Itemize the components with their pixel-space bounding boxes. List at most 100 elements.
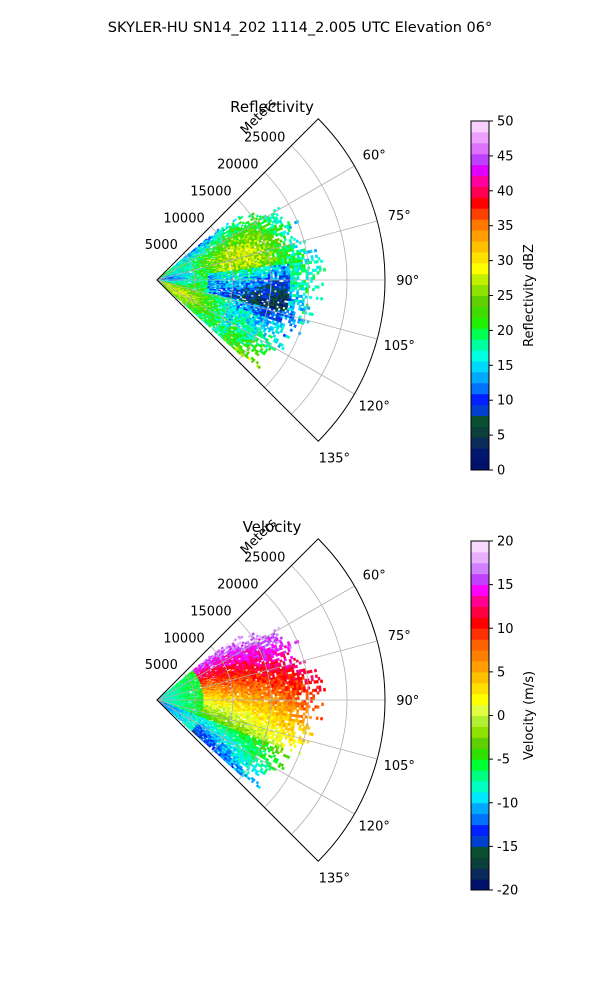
data-cell xyxy=(314,268,318,272)
data-cell xyxy=(185,283,189,286)
data-cell xyxy=(267,275,271,279)
figure-title: SKYLER-HU SN14_202 1114_2.005 UTC Elevat… xyxy=(108,20,492,36)
data-cell xyxy=(191,272,195,275)
data-cell xyxy=(178,278,182,280)
data-cell xyxy=(287,268,291,272)
data-cell xyxy=(236,276,240,279)
data-cell xyxy=(301,256,305,260)
data-cell xyxy=(296,282,300,286)
data-cell xyxy=(276,237,280,242)
colorbar-segment xyxy=(471,426,489,438)
data-cell xyxy=(187,284,191,286)
data-cell xyxy=(279,281,282,285)
data-cell xyxy=(281,346,285,351)
data-cell xyxy=(256,284,260,288)
azimuth-tick-label: 135° xyxy=(319,451,350,466)
colorbar-segment xyxy=(471,339,489,351)
data-cell xyxy=(181,278,184,280)
data-cell xyxy=(289,284,293,288)
data-cell xyxy=(288,225,293,230)
data-cell xyxy=(256,274,260,277)
data-cell xyxy=(183,276,187,278)
colorbar-tick-label: 10 xyxy=(497,394,514,409)
colorbar-segment xyxy=(471,164,489,177)
colorbar-segment xyxy=(471,230,489,242)
colorbar-segment xyxy=(471,360,489,373)
data-cell xyxy=(241,284,244,287)
radial-tick-label: 15000 xyxy=(190,184,231,199)
data-cell xyxy=(303,287,306,291)
data-cell xyxy=(189,282,193,284)
data-cell xyxy=(287,275,291,278)
data-cell xyxy=(196,273,200,276)
data-cell xyxy=(276,269,280,272)
data-cell xyxy=(278,319,282,323)
panel-title: Reflectivity xyxy=(230,98,314,116)
data-cell xyxy=(240,644,244,648)
data-cell xyxy=(263,274,267,277)
data-cell xyxy=(305,284,309,289)
data-cell xyxy=(189,272,193,275)
data-cell xyxy=(255,214,260,218)
data-cell xyxy=(267,273,271,277)
data-cell xyxy=(283,284,287,287)
data-cell xyxy=(229,289,233,293)
data-cell xyxy=(267,285,271,289)
data-cell xyxy=(312,276,315,281)
data-cell xyxy=(187,276,191,278)
data-cell xyxy=(272,334,277,338)
data-cell xyxy=(290,282,293,285)
data-cell xyxy=(275,212,279,217)
data-cell xyxy=(292,272,295,276)
data-cell xyxy=(247,269,251,273)
data-cell xyxy=(305,274,309,278)
data-cell xyxy=(274,273,278,277)
data-cell xyxy=(258,283,262,286)
azimuth-tick-label: 90° xyxy=(396,274,419,289)
data-cell xyxy=(292,237,297,242)
data-cell xyxy=(258,272,262,275)
data-cell xyxy=(280,270,284,274)
data-cell xyxy=(279,329,283,334)
colorbar-segment xyxy=(471,404,489,416)
data-cell xyxy=(287,284,291,288)
data-cell xyxy=(274,275,278,279)
colorbar-segment xyxy=(471,131,489,144)
data-cell xyxy=(223,276,227,278)
data-cell xyxy=(311,287,315,292)
data-cell xyxy=(289,235,294,240)
data-cell xyxy=(281,273,284,276)
data-cell xyxy=(238,289,242,293)
data-cell xyxy=(263,272,267,275)
data-cell xyxy=(313,248,318,253)
data-cell xyxy=(251,212,255,216)
data-cell xyxy=(261,276,264,279)
data-cell xyxy=(305,287,309,291)
data-cell xyxy=(258,274,262,277)
colorbar-segment xyxy=(471,208,489,220)
data-cell xyxy=(289,286,293,290)
data-cell xyxy=(225,222,230,226)
data-cell xyxy=(267,281,271,285)
data-cell xyxy=(227,272,231,275)
data-cell xyxy=(278,284,282,287)
data-cell xyxy=(245,276,249,279)
colorbar-segment xyxy=(471,350,489,362)
data-cell xyxy=(312,274,316,278)
data-cell xyxy=(283,281,287,285)
data-cell xyxy=(286,309,290,314)
data-cell xyxy=(300,294,304,299)
data-cell xyxy=(292,282,296,286)
colorbar-segment xyxy=(471,448,489,460)
data-cell xyxy=(260,270,264,273)
data-cell xyxy=(289,265,293,269)
data-cell xyxy=(247,273,251,276)
data-cell xyxy=(289,270,293,274)
data-cell xyxy=(292,284,295,288)
data-cell xyxy=(213,266,216,269)
colorbar-segment xyxy=(471,437,489,449)
colorbar-segment xyxy=(471,306,489,318)
data-cell xyxy=(307,306,311,310)
colorbar-tick-label: 45 xyxy=(497,149,514,164)
colorbar-segment xyxy=(471,284,489,296)
